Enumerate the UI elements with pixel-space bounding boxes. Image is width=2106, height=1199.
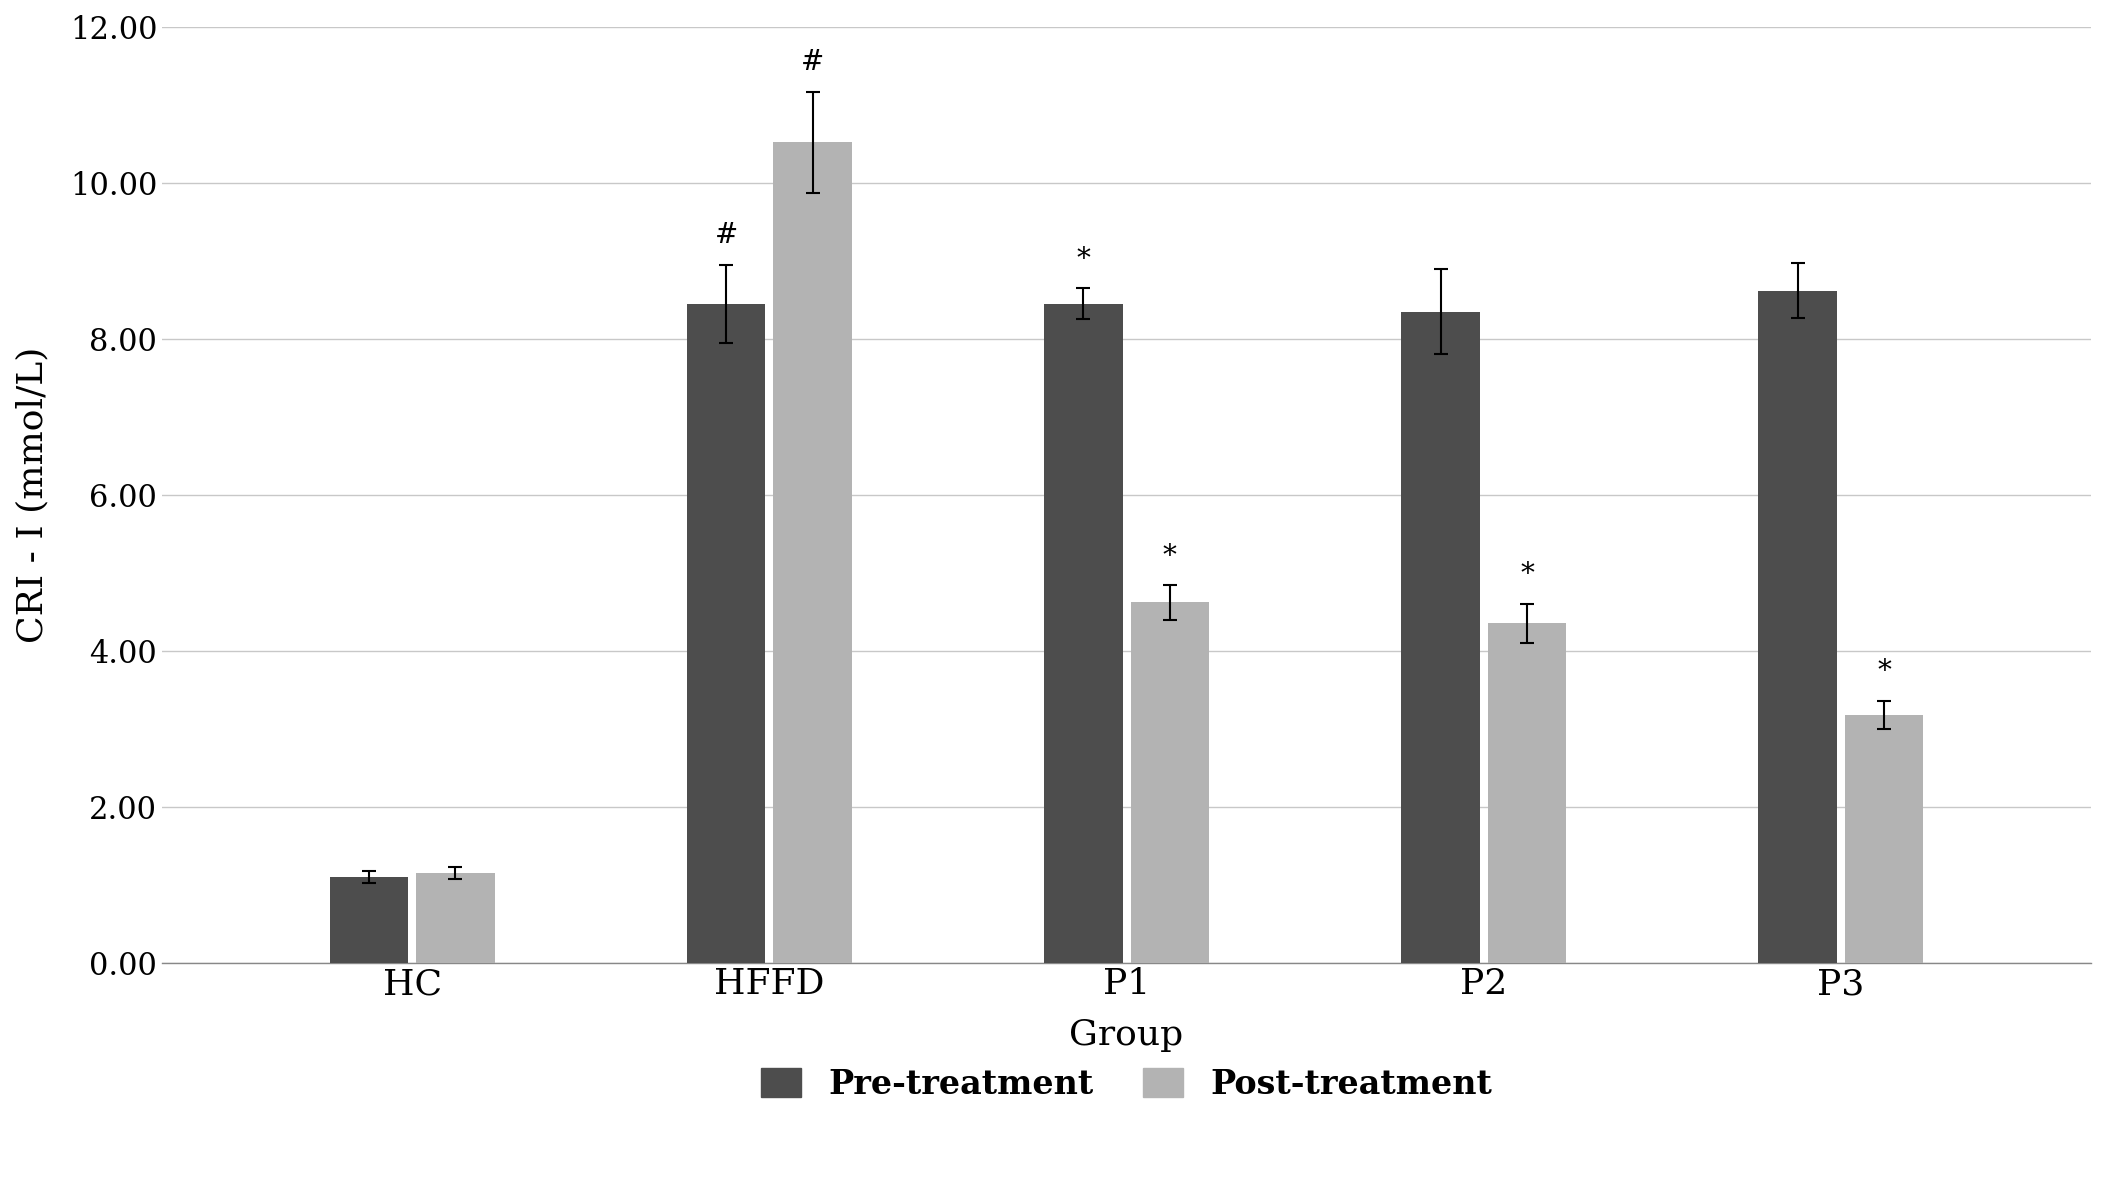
Text: *: * (1163, 543, 1177, 570)
Bar (1400, 312, 1481, 963)
Legend: Pre-treatment, Post-treatment: Pre-treatment, Post-treatment (748, 1054, 1506, 1114)
Bar (417, 873, 495, 963)
Text: #: # (800, 49, 823, 76)
Text: *: * (1076, 246, 1091, 272)
Bar (1845, 715, 1923, 963)
Text: *: * (1521, 561, 1533, 589)
Bar (1759, 290, 1836, 963)
Bar (687, 303, 764, 963)
Bar (1487, 623, 1567, 963)
Bar (1045, 303, 1122, 963)
Text: *: * (1876, 658, 1891, 685)
Bar (331, 876, 409, 963)
Text: #: # (714, 222, 737, 249)
Y-axis label: CRI - I (mmol/L): CRI - I (mmol/L) (15, 347, 48, 643)
Bar (1131, 602, 1209, 963)
Bar (773, 143, 853, 963)
X-axis label: Group: Group (1070, 1018, 1184, 1052)
